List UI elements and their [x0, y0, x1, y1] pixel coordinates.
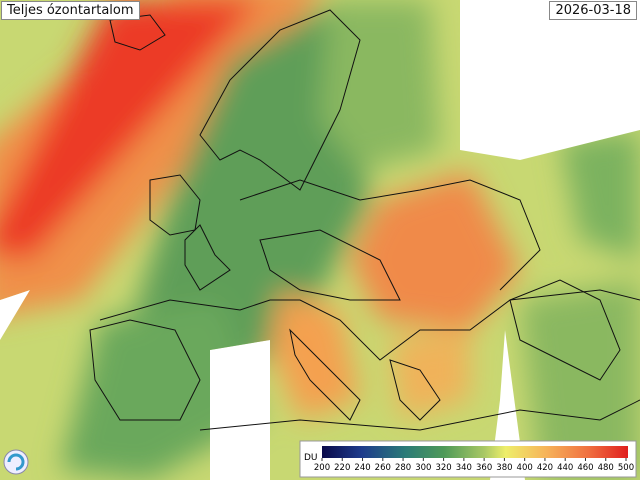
colorbar-tick-label: 300 [415, 463, 431, 473]
colorbar-tick-label: 400 [517, 463, 533, 473]
logo-mark [7, 453, 25, 471]
colorbar-gradient [322, 446, 628, 458]
colorbar-tick-label: 200 [314, 463, 330, 473]
colorbar-tick-label: 480 [598, 463, 614, 473]
colorbar-tick-label: 240 [354, 463, 370, 473]
colorbar-tick-label: 360 [476, 463, 492, 473]
colorbar-tick-label: 380 [496, 463, 512, 473]
colorbar-tick-label: 420 [537, 463, 553, 473]
colorbar-tick-label: 320 [435, 463, 451, 473]
colorbar-tick-label: 340 [456, 463, 472, 473]
colorbar-tick-label: 500 [618, 463, 634, 473]
map-date: 2026-03-18 [549, 1, 637, 20]
colorbar-tick-label: 260 [375, 463, 391, 473]
coastlines [89, 9, 640, 431]
map-title: Teljes ózontartalom [1, 1, 140, 20]
colorbar-tick-label: 280 [395, 463, 411, 473]
colorbar-tick-label: 440 [557, 463, 573, 473]
colorbar-tick-label: 460 [577, 463, 593, 473]
colorbar-unit: DU [304, 453, 318, 463]
colorbar-tick-label: 220 [334, 463, 350, 473]
